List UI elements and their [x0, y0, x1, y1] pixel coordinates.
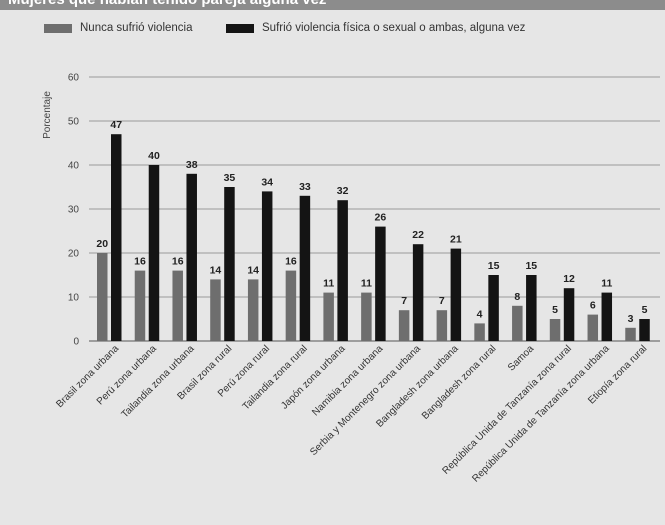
data-label: 38	[186, 159, 198, 171]
bar	[625, 327, 636, 341]
y-tick-label: 0	[73, 337, 79, 348]
bar	[134, 270, 146, 341]
y-axis-label: Porcentaje	[42, 91, 53, 139]
data-label: 11	[361, 278, 372, 290]
data-label: 32	[337, 185, 349, 197]
data-label: 47	[110, 119, 122, 131]
bar	[285, 270, 297, 341]
legend-label-nunca: Nunca sufrió violencia	[80, 22, 193, 34]
data-label: 7	[439, 295, 445, 307]
bar	[450, 248, 462, 341]
bar	[224, 187, 235, 341]
bar	[601, 292, 613, 341]
data-label: 3	[628, 313, 634, 325]
bar	[323, 292, 334, 341]
bar	[97, 253, 108, 341]
data-label: 34	[261, 176, 273, 188]
data-label: 15	[488, 260, 500, 272]
bar	[337, 200, 348, 341]
data-label: 16	[172, 256, 184, 268]
data-label: 22	[412, 229, 424, 241]
y-tick-label: 50	[68, 117, 80, 128]
bar	[247, 279, 259, 341]
bar	[398, 310, 410, 341]
data-label: 7	[401, 295, 407, 307]
data-label: 11	[323, 278, 334, 290]
data-label: 8	[514, 291, 520, 303]
x-tick-label: Tailandia zona urbana	[120, 343, 197, 420]
x-tick-label: Japón zona urbana	[279, 343, 348, 412]
data-label: 5	[642, 304, 648, 316]
data-label: 16	[134, 256, 146, 268]
data-label: 11	[601, 278, 612, 290]
legend-swatch-sufrio	[226, 24, 254, 33]
data-label: 33	[299, 181, 311, 193]
bar	[172, 270, 183, 341]
x-tick-label: Namibia zona urbana	[310, 343, 385, 418]
bar	[526, 275, 537, 341]
bar	[549, 319, 561, 341]
bar	[261, 191, 273, 341]
data-label: 6	[590, 300, 596, 312]
bar	[361, 292, 372, 341]
legend-label-sufrio: Sufrió violencia física o sexual o ambas…	[262, 22, 526, 34]
bar	[148, 165, 160, 341]
bar	[563, 288, 575, 341]
data-label: 21	[450, 234, 462, 246]
bar	[299, 195, 311, 341]
x-tick-label: Brasil zona urbana	[54, 343, 121, 410]
chart-title: Mujeres que habían tenido pareja alguna …	[8, 0, 326, 8]
y-tick-label: 20	[68, 249, 80, 260]
bar	[436, 310, 448, 341]
data-label: 26	[375, 212, 387, 224]
data-label: 5	[552, 304, 558, 316]
data-label: 40	[148, 150, 160, 162]
bar	[512, 305, 523, 341]
legend-swatch-nunca	[44, 24, 72, 33]
data-label: 14	[247, 264, 259, 276]
data-label: 35	[224, 172, 236, 184]
data-label: 20	[96, 238, 108, 250]
x-tick-label: Bangladesh zona rural	[420, 343, 499, 422]
bar	[587, 314, 599, 341]
data-label: 4	[477, 308, 483, 320]
title-bar: Mujeres que habían tenido pareja alguna …	[0, 0, 665, 10]
bar	[488, 275, 499, 341]
data-label: 16	[285, 256, 297, 268]
y-tick-label: 30	[68, 205, 80, 216]
x-tick-label: Samoa	[506, 343, 536, 373]
bar	[474, 323, 485, 341]
x-tick-label: Tailandia zona rural	[241, 343, 310, 412]
y-tick-label: 10	[68, 293, 80, 304]
y-tick-label: 40	[68, 161, 80, 172]
bar	[639, 319, 650, 341]
data-label: 15	[525, 260, 537, 272]
x-tick-label: República Unida de Tanzanía zona urbana	[470, 343, 612, 485]
bar	[375, 226, 386, 341]
y-tick-label: 60	[68, 73, 80, 84]
bar	[412, 244, 424, 341]
data-label: 12	[563, 273, 575, 285]
bar	[186, 173, 197, 341]
data-label: 14	[210, 264, 222, 276]
bar	[210, 279, 221, 341]
bar	[111, 134, 122, 341]
